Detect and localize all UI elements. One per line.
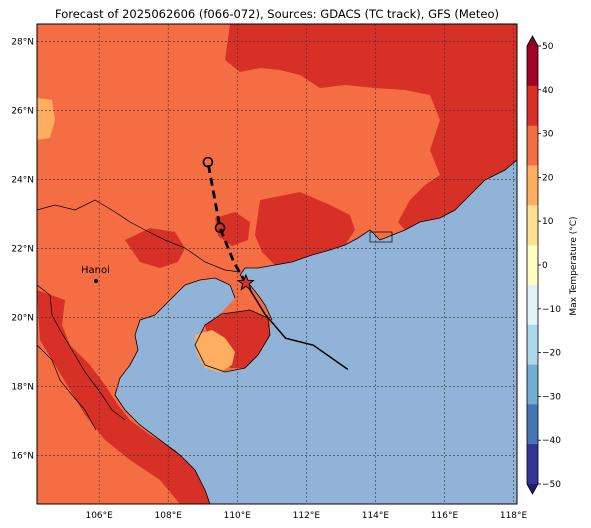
colorbar-segment xyxy=(527,444,538,485)
colorbar-segment xyxy=(527,46,538,87)
lon-tick-label: 108°E xyxy=(155,511,183,521)
colorbar-segment xyxy=(527,404,538,445)
tc-forecast-point[interactable] xyxy=(214,222,226,234)
hainan-coastline xyxy=(194,309,271,373)
lon-tick-label: 106°E xyxy=(85,511,113,521)
hanoi-label: Hanoi xyxy=(81,265,110,276)
hanoi-marker[interactable] xyxy=(94,279,98,283)
colorbar-tick-label: 30 xyxy=(542,130,554,140)
colorbar-segment xyxy=(527,284,538,326)
colorbar-tick-label: −20 xyxy=(542,349,561,359)
colorbar-segment xyxy=(527,364,538,405)
lat-tick-label: 24°N xyxy=(11,175,34,185)
lat-tick-label: 20°N xyxy=(11,314,34,324)
map-panel[interactable]: Hanoi xyxy=(37,24,517,504)
colorbar-label: Max Temperature (°C) xyxy=(569,216,579,315)
lat-tick-label: 26°N xyxy=(11,106,34,116)
graticule xyxy=(37,24,517,504)
lat-tick-label: 16°N xyxy=(11,452,34,462)
lat-tick-label: 28°N xyxy=(11,37,34,47)
tc-track-forecast[interactable] xyxy=(206,161,248,284)
colorbar-tick-label: 40 xyxy=(542,86,554,96)
tc-track-observed[interactable] xyxy=(245,282,349,370)
colorbar-tick-label: −50 xyxy=(542,480,561,490)
lat-tick-label: 22°N xyxy=(11,244,34,254)
lon-tick-label: 114°E xyxy=(362,511,390,521)
colorbar-segment xyxy=(527,165,538,206)
map-frame xyxy=(36,23,518,505)
colorbar-tick-label: 50 xyxy=(542,42,554,52)
tc-forecast-point[interactable] xyxy=(202,156,214,168)
colorbar-tick-label: 0 xyxy=(542,261,548,271)
colorbar-tick-label: 20 xyxy=(542,173,554,183)
hong-kong-box xyxy=(369,231,393,243)
colorbar-segment xyxy=(527,245,538,286)
colorbar-segment xyxy=(527,125,538,166)
warm-regions xyxy=(37,98,235,372)
lon-tick-label: 112°E xyxy=(293,511,321,521)
coastline-west xyxy=(114,277,236,504)
lon-tick-label: 116°E xyxy=(431,511,459,521)
colorbar-segment xyxy=(527,85,538,127)
colorbar-tick-label: −40 xyxy=(542,436,561,446)
country-borders xyxy=(37,199,241,431)
colorbar-segment xyxy=(527,205,538,246)
colorbar-tick-label: 10 xyxy=(542,217,554,227)
colorbar-tick-label: −30 xyxy=(542,392,561,402)
lat-tick-label: 18°N xyxy=(11,383,34,393)
colorbar-extend-min xyxy=(527,484,538,494)
map-title: Forecast of 2025062606 (f066-072), Sourc… xyxy=(55,7,499,21)
colorbar-segment xyxy=(527,324,538,366)
colorbar-extend-max xyxy=(527,36,538,46)
lon-tick-label: 110°E xyxy=(224,511,252,521)
colorbar-tick-label: −10 xyxy=(542,305,561,315)
lon-tick-label: 118°E xyxy=(500,511,528,521)
tc-current-position-star-icon[interactable] xyxy=(236,273,255,291)
colorbar: 50 40 30 20 10 0 −10 −20 −30 −40 −50 xyxy=(526,35,561,495)
